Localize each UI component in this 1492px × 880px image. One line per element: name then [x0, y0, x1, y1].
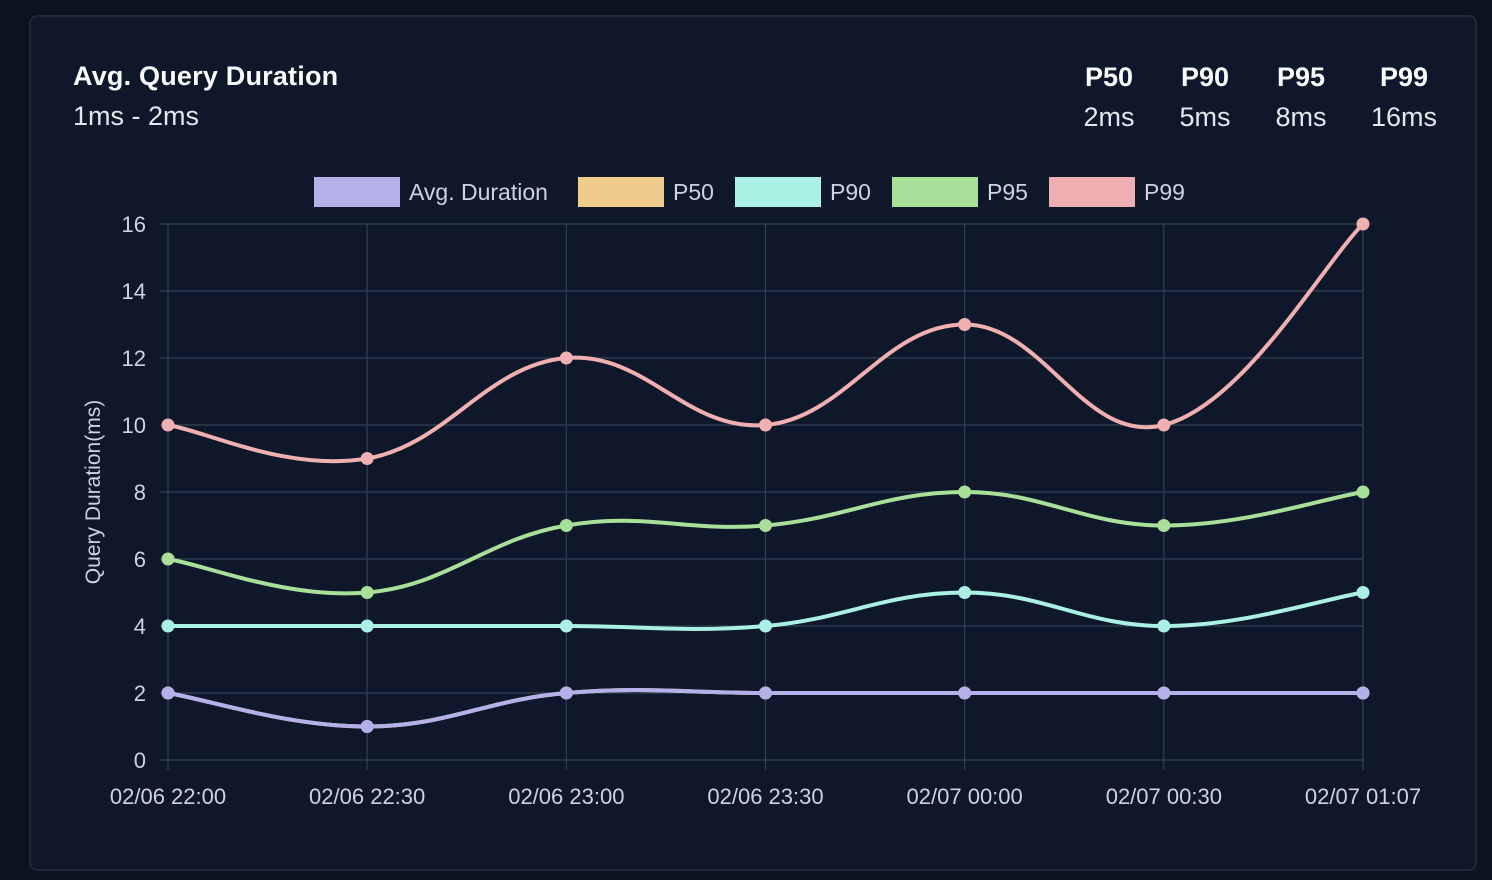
- legend-label-p50: P50: [673, 179, 714, 205]
- stat-p99-label: P99: [1379, 62, 1429, 92]
- duration-range: 1ms - 2ms: [73, 101, 200, 131]
- data-point-p99: [161, 418, 175, 432]
- data-point-p95: [360, 586, 374, 599]
- x-tick-label: 02/07 00:30: [1106, 784, 1222, 809]
- x-tick-label: 02/06 23:30: [707, 784, 823, 809]
- stat-p99-value: 16ms: [1370, 102, 1438, 132]
- stat-p90: P90 5ms: [1157, 61, 1253, 133]
- stat-p99: P99 16ms: [1349, 61, 1459, 133]
- y-tick-label: 0: [134, 748, 146, 773]
- data-point-avg: [161, 686, 175, 700]
- data-point-avg: [958, 686, 972, 700]
- stat-p95: P95 8ms: [1253, 61, 1349, 133]
- data-point-p90: [1356, 586, 1370, 599]
- stat-p50-value: 2ms: [1083, 102, 1135, 132]
- data-point-avg: [1356, 686, 1370, 700]
- y-tick-label: 12: [122, 346, 146, 371]
- x-tick-label: 02/06 22:00: [110, 784, 226, 809]
- legend-label-avg: Avg. Duration: [409, 179, 548, 205]
- query-duration-card: Avg. Query Duration 1ms - 2ms P50 2ms P9…: [29, 15, 1477, 871]
- data-point-p90: [161, 619, 175, 633]
- data-point-p95: [1356, 485, 1370, 499]
- data-point-p90: [559, 619, 573, 633]
- legend-swatch-p50: [578, 177, 664, 207]
- stat-p90-label: P90: [1180, 62, 1230, 92]
- stat-p50-label: P50: [1084, 62, 1134, 92]
- x-tick-label: 02/06 23:00: [508, 784, 624, 809]
- legend-swatch-p99: [1049, 177, 1135, 207]
- data-point-p90: [958, 586, 972, 599]
- data-point-p95: [759, 519, 772, 532]
- data-point-p90: [759, 619, 772, 633]
- data-point-avg: [559, 686, 573, 700]
- legend-swatch-p90: [735, 177, 821, 207]
- stat-p50: P50 2ms: [1061, 61, 1157, 133]
- data-point-p99: [559, 351, 573, 365]
- stat-p95-value: 8ms: [1275, 102, 1327, 132]
- legend-swatch-avg: [314, 177, 400, 207]
- y-tick-label: 6: [134, 547, 146, 572]
- stat-p95-label: P95: [1276, 62, 1326, 92]
- data-point-p99: [1356, 217, 1370, 231]
- legend-label-p99: P99: [1144, 179, 1185, 205]
- data-point-avg: [360, 720, 374, 733]
- series-line-p99: [167, 222, 1365, 464]
- data-point-p95: [161, 552, 175, 566]
- y-tick-label: 10: [122, 413, 146, 438]
- legend-label-p90: P90: [830, 179, 871, 205]
- y-tick-label: 2: [134, 681, 146, 706]
- data-point-p99: [1157, 418, 1171, 432]
- data-point-p95: [559, 519, 573, 532]
- data-point-p90: [1157, 619, 1171, 633]
- y-axis-title: Query Duration(ms): [82, 400, 105, 584]
- data-point-p95: [958, 485, 972, 499]
- data-point-p99: [958, 318, 972, 331]
- legend-label-p95: P95: [987, 179, 1028, 205]
- x-tick-label: 02/07 00:00: [907, 784, 1023, 809]
- y-tick-label: 4: [134, 614, 146, 639]
- legend-swatch-p95: [892, 177, 978, 207]
- x-tick-label: 02/07 01:07: [1305, 784, 1421, 809]
- data-point-p90: [360, 619, 374, 633]
- data-point-avg: [759, 686, 772, 700]
- y-tick-label: 16: [122, 212, 146, 237]
- x-tick-label: 02/06 22:30: [309, 784, 425, 809]
- card-title: Avg. Query Duration: [73, 61, 339, 91]
- data-point-p95: [1157, 519, 1171, 532]
- data-point-p99: [360, 452, 374, 465]
- data-point-avg: [1157, 686, 1171, 700]
- y-tick-label: 8: [134, 480, 146, 505]
- data-point-p99: [759, 418, 772, 432]
- stat-p90-value: 5ms: [1179, 102, 1231, 132]
- y-tick-label: 14: [122, 279, 146, 304]
